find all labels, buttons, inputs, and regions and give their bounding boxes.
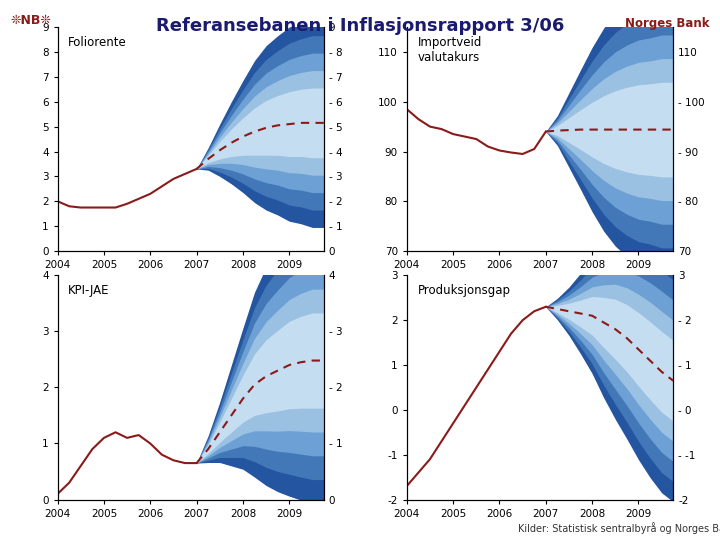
Text: Foliorente: Foliorente — [68, 36, 127, 49]
Text: Importveid
valutakurs: Importveid valutakurs — [418, 36, 482, 64]
Text: Norges Bank: Norges Bank — [625, 17, 709, 30]
Text: Kilder: Statistisk sentralbyrå og Norges Bank  22: Kilder: Statistisk sentralbyrå og Norges… — [518, 522, 720, 534]
Text: Produksjonsgap: Produksjonsgap — [418, 285, 510, 298]
Text: Referansebanen i Inflasjonsrapport 3/06: Referansebanen i Inflasjonsrapport 3/06 — [156, 17, 564, 35]
Text: KPI-JAE: KPI-JAE — [68, 285, 109, 298]
Text: ❊NB❊: ❊NB❊ — [11, 14, 52, 26]
